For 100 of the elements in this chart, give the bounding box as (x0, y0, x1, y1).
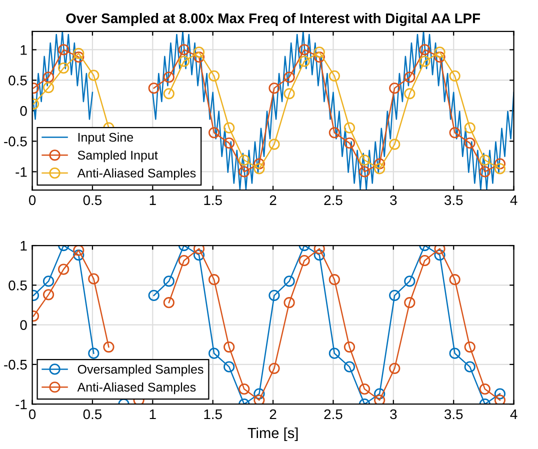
point (73, 249, 84, 261)
point (268, 362, 280, 374)
point (479, 154, 490, 166)
point (163, 88, 174, 100)
point (224, 361, 235, 372)
x-tick-label: 2.5 (324, 409, 342, 420)
x-tick-label: 2 (270, 195, 276, 205)
point (389, 82, 400, 94)
x-tick-label: 3.5 (444, 195, 463, 206)
point (434, 246, 446, 254)
point (58, 44, 70, 56)
point (42, 82, 54, 94)
point (494, 163, 506, 174)
x-tick-label: 0.5 (83, 409, 102, 420)
point (148, 290, 160, 302)
point (193, 51, 205, 63)
y-tick-label: 1 (20, 240, 27, 251)
x-tick-label: 0 (28, 409, 36, 420)
point (58, 264, 70, 275)
point (328, 348, 340, 359)
x-tick-label: 1 (150, 409, 156, 420)
y-tick-label: 1 (20, 45, 27, 55)
x-tick-label: 3 (390, 195, 397, 206)
point (419, 44, 430, 56)
point (434, 249, 446, 261)
point (328, 127, 340, 138)
point (268, 82, 280, 94)
legend-label: Oversampled Samples (78, 364, 204, 376)
point (88, 348, 100, 359)
point (434, 51, 446, 63)
y-tick-label: -0.5 (4, 360, 27, 370)
point (58, 62, 70, 74)
point (404, 297, 416, 308)
point (374, 163, 386, 174)
point (464, 122, 476, 134)
point (224, 341, 235, 353)
point (298, 255, 310, 266)
point (344, 361, 356, 372)
point (254, 388, 265, 400)
point (358, 154, 370, 166)
point (419, 255, 430, 266)
x-tick-label: 4 (510, 409, 518, 420)
point (374, 388, 386, 400)
legend-label: Sampled Input (78, 150, 158, 162)
legend-label: Anti-Aliased Samples (77, 168, 196, 180)
legend-label: Input Sine (78, 132, 134, 144)
x-tick-label: 1.5 (204, 195, 222, 206)
x-tick-label: 4 (510, 195, 518, 205)
point (449, 348, 460, 359)
point (254, 163, 265, 174)
point (224, 137, 235, 149)
x-tick-label: 3 (390, 409, 397, 420)
x-tick-label: 1 (150, 195, 156, 205)
point (163, 297, 174, 308)
y-tick-label: -1 (16, 167, 27, 177)
point (434, 46, 446, 58)
point (208, 348, 220, 359)
x-tick-label: 2 (270, 409, 276, 420)
point (284, 297, 295, 308)
point (404, 276, 416, 287)
point (419, 56, 430, 67)
point (208, 70, 220, 82)
point (464, 361, 476, 372)
point (73, 51, 84, 63)
point (148, 82, 160, 94)
y-tick-label: -1 (16, 400, 27, 410)
point (238, 166, 250, 178)
point (328, 70, 340, 82)
point (404, 88, 416, 100)
point (88, 70, 100, 81)
point (298, 56, 310, 67)
point (314, 246, 325, 254)
point (328, 274, 340, 286)
point (284, 88, 295, 100)
point (449, 127, 460, 138)
point (193, 246, 205, 254)
point (449, 274, 460, 286)
point (42, 276, 54, 287)
point (254, 158, 265, 170)
point (42, 289, 54, 300)
legend-label: Anti-Aliased Samples (77, 382, 196, 394)
point (494, 388, 506, 400)
point (479, 166, 490, 178)
point (389, 362, 400, 374)
point (494, 394, 506, 404)
point (344, 137, 356, 149)
point (479, 383, 490, 395)
point (238, 154, 250, 166)
point (193, 46, 205, 58)
y-tick-label: -0.5 (4, 136, 27, 146)
y-tick-label: 0.5 (8, 76, 27, 86)
point (494, 158, 506, 170)
point (73, 48, 84, 59)
point (178, 56, 190, 67)
point (314, 46, 325, 58)
point (314, 51, 325, 63)
point (464, 137, 476, 149)
point (374, 394, 386, 404)
point (163, 72, 174, 83)
point (389, 138, 400, 150)
